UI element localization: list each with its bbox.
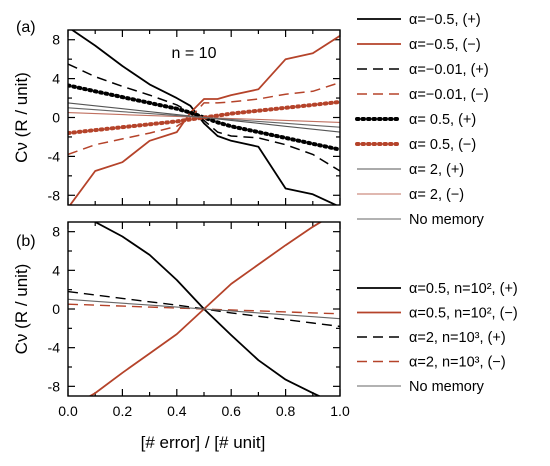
panel-label: (a) <box>16 19 36 36</box>
series-line-1 <box>93 222 322 396</box>
y-tick-label: 4 <box>52 71 60 87</box>
legend-label: α= 2, (−) <box>409 187 464 203</box>
legend-label: α=0.5, n=10², (+) <box>409 281 518 297</box>
y-tick-label: 4 <box>52 262 60 278</box>
panel-a: -8 -4 0 4 8 (a) n = 10 Cν (R / unit) α=−0.5, (+)… <box>12 12 489 228</box>
series-line-9 <box>68 107 340 128</box>
series-line-4 <box>68 81 340 156</box>
y-axis-label: Cν (R / unit) <box>12 72 31 163</box>
series-line-1 <box>70 30 339 205</box>
series-line-5 <box>68 298 340 320</box>
legend-label: α= 2, (+) <box>409 162 464 178</box>
legend-label: α=−0.01, (+) <box>409 62 489 78</box>
x-axis-label: [# error] / [# unit] <box>141 433 266 452</box>
y-tick-label: 8 <box>52 32 60 48</box>
legend-label: α=−0.5, (−) <box>409 37 481 53</box>
y-tick-label: 0 <box>52 110 60 126</box>
plot-frame <box>67 221 341 397</box>
series-group <box>68 30 340 205</box>
legend-label: No memory <box>409 212 485 228</box>
x-tick-label: 0.2 <box>113 403 133 419</box>
series-group <box>68 222 340 396</box>
legend-label: α=−0.01, (−) <box>409 87 489 103</box>
annotation: n = 10 <box>172 45 217 62</box>
panel-b: -8 -4 0 4 8 0.0 0.2 0.4 0.6 0.8 1.0 (b) Cν (R / unit… <box>12 221 518 419</box>
legend-label: α=−0.5, (+) <box>409 12 481 28</box>
y-tick-label: -4 <box>48 340 61 356</box>
legend-label: α=2, n=10³, (+) <box>409 330 506 346</box>
legend-label: α=2, n=10³, (−) <box>409 355 506 371</box>
x-tick-label: 0.4 <box>167 403 187 419</box>
y-tick-label: 0 <box>52 301 60 317</box>
x-tick-label: 0.6 <box>221 403 241 419</box>
panel-label: (b) <box>16 233 36 250</box>
x-tick-label: 0.8 <box>276 403 296 419</box>
series-line-3 <box>68 63 340 172</box>
legend: α=−0.5, (+) α=−0.5, (−) α=−0.01, (+) α=−0.0… <box>355 12 489 228</box>
legend-label: α= 0.5, (+) <box>409 112 476 128</box>
y-axis-label: Cν (R / unit) <box>12 264 31 355</box>
legend-label: No memory <box>409 379 485 395</box>
legend-label: α= 0.5, (−) <box>409 137 476 153</box>
legend-label: α=0.5, n=10², (−) <box>409 306 518 322</box>
y-tick-label: -4 <box>48 148 61 164</box>
x-tick-label: 1.0 <box>330 403 350 419</box>
legend: α=0.5, n=10², (+) α=0.5, n=10², (−) α=2, n… <box>357 281 518 395</box>
y-tick-label: -8 <box>48 378 61 394</box>
series-line-2 <box>69 35 340 205</box>
y-tick-label: 8 <box>52 224 60 240</box>
plot-frame <box>67 29 341 206</box>
y-tick-label: -8 <box>48 187 61 203</box>
x-tick-label: 0.0 <box>58 403 78 419</box>
